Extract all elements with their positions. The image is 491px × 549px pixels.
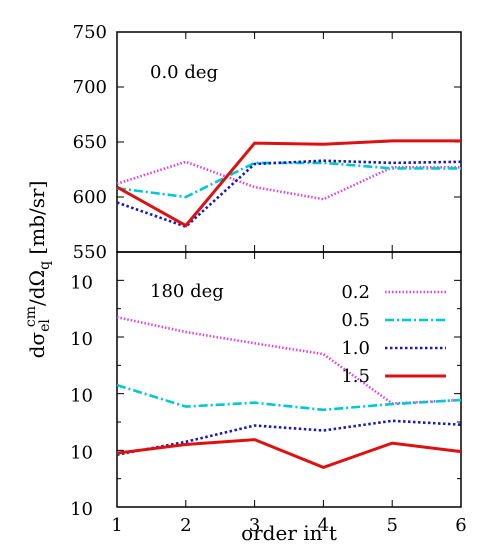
x-tick-label: 6 — [455, 515, 466, 536]
x-tick-label: 1 — [111, 515, 122, 536]
bottom-y-tick-label: 10 — [70, 329, 93, 350]
tick-base: 10 — [70, 272, 93, 293]
bottom-y-tick-label: 10 — [70, 442, 93, 463]
x-tick-label: 2 — [180, 515, 191, 536]
top-y-tick-label: 550 — [73, 242, 107, 263]
tick-base: 10 — [70, 329, 93, 350]
y-axis-label: dσelcm/dΩq [mb/sr] — [23, 181, 53, 359]
bottom-y-tick-label: 10 — [70, 272, 93, 293]
y-axis-label-main: dσ — [25, 332, 49, 359]
x-axis-label: order in t — [241, 521, 337, 545]
y-axis-label-sub1: el — [37, 319, 53, 332]
legend-label: 1.0 — [341, 338, 370, 359]
x-tick-label: 4 — [318, 515, 329, 536]
tick-base: 10 — [70, 386, 93, 407]
y-axis-label-sup: cm — [23, 306, 39, 327]
y-axis-label-mid: /dΩ — [25, 270, 49, 306]
y-axis-label-sub2: q — [37, 261, 53, 270]
ticks — [116, 31, 462, 508]
legend-label: 1.5 — [341, 366, 370, 387]
top-series-0-2 — [116, 160, 461, 201]
bottom-y-tick-label: 10 — [70, 499, 93, 520]
bottom-series-1-5 — [116, 438, 462, 470]
legend-label: 0.2 — [341, 282, 370, 303]
legend-label: 0.5 — [341, 310, 370, 331]
bottom-series-1-0 — [116, 419, 462, 456]
top-y-tick-label: 650 — [73, 132, 107, 153]
bottom-series-0-5 — [116, 383, 462, 412]
tick-base: 10 — [70, 442, 93, 463]
tick-base: 10 — [70, 499, 93, 520]
legend: 0.2 0.5 1.0 1.5 — [341, 282, 446, 387]
top-panel-label: 0.0 deg — [150, 62, 218, 83]
bottom-series-0-2 — [116, 315, 462, 405]
top-series-1-5 — [116, 139, 461, 228]
x-tick-label: 3 — [249, 515, 260, 536]
top-y-tick-label: 750 — [73, 22, 107, 43]
bottom-panel-frame — [116, 251, 462, 508]
top-series-1-0 — [116, 159, 462, 229]
y-axis-label-unit: [mb/sr] — [25, 181, 49, 261]
bottom-panel-label: 180 deg — [150, 281, 224, 302]
top-y-tick-label: 600 — [73, 187, 107, 208]
top-series-0-5 — [116, 161, 461, 199]
top-y-tick-label: 700 — [73, 77, 107, 98]
series-layer — [116, 139, 462, 470]
x-tick-label: 5 — [386, 515, 397, 536]
bottom-y-tick-label: 10 — [70, 386, 93, 407]
